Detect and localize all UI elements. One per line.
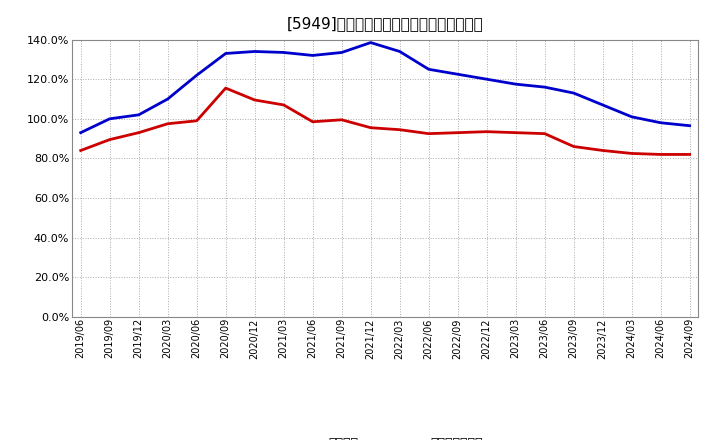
Line: 固定比率: 固定比率 <box>81 43 690 133</box>
固定長期適合率 <box>338 117 346 122</box>
固定比率 <box>454 72 462 77</box>
固定長期適合率 <box>482 129 491 134</box>
固定長期適合率 <box>541 131 549 136</box>
固定長期適合率 <box>627 151 636 156</box>
固定比率 <box>163 96 172 102</box>
固定長期適合率 <box>105 137 114 142</box>
固定比率 <box>338 50 346 55</box>
固定長期適合率 <box>395 127 404 132</box>
固定長期適合率 <box>76 148 85 153</box>
固定長期適合率 <box>424 131 433 136</box>
固定長期適合率 <box>366 125 375 130</box>
固定長期適合率 <box>308 119 317 125</box>
固定長期適合率 <box>570 144 578 149</box>
固定比率 <box>570 90 578 95</box>
固定比率 <box>395 49 404 54</box>
固定比率 <box>105 116 114 121</box>
固定比率 <box>657 120 665 125</box>
固定長期適合率 <box>657 152 665 157</box>
Line: 固定長期適合率: 固定長期適合率 <box>81 88 690 154</box>
固定長期適合率 <box>163 121 172 126</box>
固定比率 <box>627 114 636 119</box>
固定比率 <box>366 40 375 45</box>
固定長期適合率 <box>598 148 607 153</box>
Title: [5949]　固定比率、固定長期適合率の推移: [5949] 固定比率、固定長期適合率の推移 <box>287 16 484 32</box>
固定比率 <box>192 73 201 78</box>
固定長期適合率 <box>279 102 288 107</box>
固定長期適合率 <box>135 130 143 136</box>
固定比率 <box>76 130 85 136</box>
固定比率 <box>685 123 694 128</box>
固定長期適合率 <box>192 118 201 123</box>
固定比率 <box>541 84 549 90</box>
固定比率 <box>251 49 259 54</box>
固定比率 <box>308 53 317 58</box>
固定長期適合率 <box>221 85 230 91</box>
固定比率 <box>279 50 288 55</box>
固定比率 <box>424 66 433 72</box>
固定比率 <box>511 81 520 87</box>
固定比率 <box>598 102 607 107</box>
固定比率 <box>482 77 491 82</box>
Legend: 固定比率, 固定長期適合率: 固定比率, 固定長期適合率 <box>282 432 488 440</box>
固定比率 <box>135 112 143 117</box>
固定比率 <box>221 51 230 56</box>
固定長期適合率 <box>685 152 694 157</box>
固定長期適合率 <box>454 130 462 136</box>
固定長期適合率 <box>511 130 520 136</box>
固定長期適合率 <box>251 97 259 103</box>
